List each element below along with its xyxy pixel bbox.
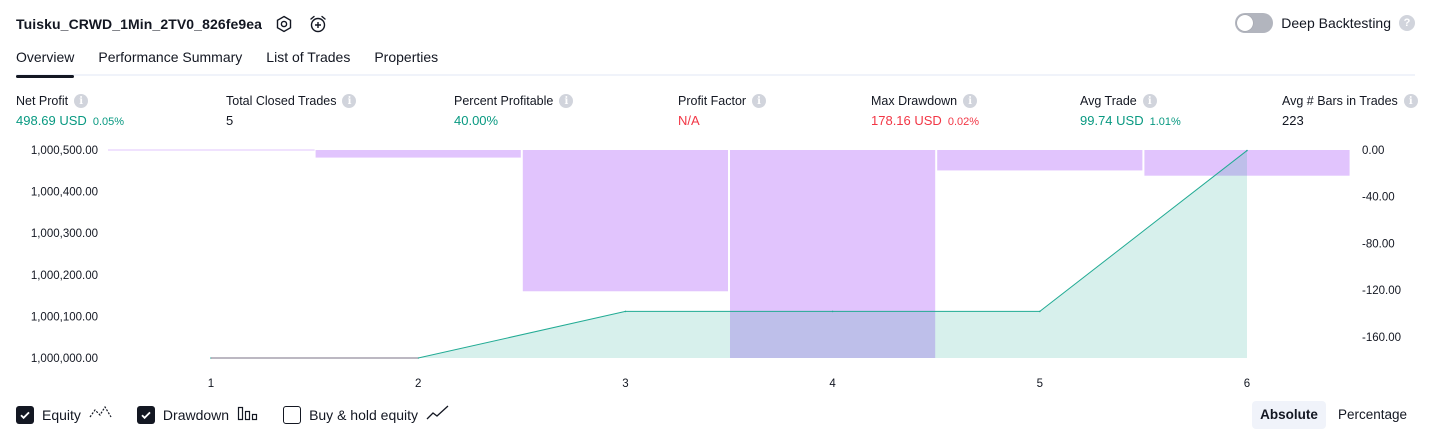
metric-profit-factor: Profit Factor i N/A [678,94,767,128]
left-axis-tick-label: 1,000,500.00 [31,145,98,157]
info-icon[interactable]: i [1403,94,1418,108]
legend-label: Buy & hold equity [309,406,419,423]
toggle-knob [1237,15,1254,31]
equity-point [1246,149,1248,152]
strategy-header: Tuisku_CRWD_1Min_2TV0_826fe9ea [16,12,330,36]
equity-series [210,149,1248,359]
strategy-name: Tuisku_CRWD_1Min_2TV0_826fe9ea [16,16,263,32]
info-icon[interactable]: i [74,94,89,108]
x-axis-tick-label: 3 [622,378,628,390]
equity-point [831,310,834,313]
checkbox-unchecked-icon[interactable] [283,405,302,424]
legend-label: Drawdown [162,406,230,423]
absolute-button[interactable]: Absolute [1252,401,1326,429]
deep-backtesting-label: Deep Backtesting [1281,15,1391,31]
metric-percent: 0.02% [947,116,980,128]
right-axis-tick-label: -40.00 [1362,192,1395,204]
right-axis: 0.00 -40.00 -80.00 -120.00 -160.00 [1362,145,1401,344]
metric-net-profit: Net Profit i 498.69 USD 0.05% [16,94,124,128]
metric-value: 40.00% [454,113,499,128]
metric-label: Percent Profitable [454,94,554,108]
legend-label: Equity [42,406,81,423]
legend-drawdown[interactable]: Drawdown [136,404,259,425]
chart-legend: Equity Drawdown Buy & hold equity [16,404,450,425]
drawdown-bar [937,150,1143,171]
x-axis-tick-label: 5 [1037,378,1043,390]
info-icon[interactable]: i [752,94,767,108]
left-axis-tick-label: 1,000,000.00 [31,353,98,365]
percentage-button[interactable]: Percentage [1337,407,1407,422]
info-icon[interactable]: i [963,94,978,108]
drawdown-bar [730,150,936,358]
metric-percent: 1.01% [1149,116,1181,128]
metric-value: 99.74 USD [1080,113,1144,128]
gear-icon[interactable] [272,12,296,36]
drawdown-bar [522,150,728,292]
equity-point [1039,310,1041,313]
x-axis-tick-label: 2 [415,378,421,390]
metric-percent-profitable: Percent Profitable i 40.00% [454,94,574,128]
metric-label: Profit Factor [678,94,747,108]
help-icon[interactable]: ? [1399,15,1415,31]
drawdown-bar [1144,150,1350,176]
left-axis-tick-label: 1,000,100.00 [31,311,98,323]
drawdown-series [108,149,1350,358]
equity-area [211,150,1247,358]
metric-percent: 0.05% [92,116,125,128]
left-axis: 1,000,500.00 1,000,400.00 1,000,300.00 1,00… [31,145,98,365]
metric-value: 498.69 USD [16,113,87,128]
right-axis-tick-label: -160.00 [1362,332,1401,344]
metric-value: N/A [678,113,700,128]
left-axis-tick-label: 1,000,400.00 [31,187,98,199]
left-axis-tick-label: 1,000,300.00 [31,228,98,240]
tab-bar: Overview Performance Summary List of Tra… [16,46,1415,78]
view-mode-toggle: Absolute Percentage [1252,401,1415,429]
tab-properties[interactable]: Properties [374,49,439,65]
metric-label: Max Drawdown [871,94,958,108]
deep-backtesting-toggle[interactable] [1235,13,1274,33]
right-axis-tick-label: -80.00 [1362,238,1395,250]
equity-line-icon [89,404,113,425]
right-axis-tick-label: 0.00 [1362,145,1384,157]
deep-backtesting: Deep Backtesting ? [1235,13,1415,33]
metric-label: Avg # Bars in Trades [1282,94,1398,108]
add-alert-clock-icon[interactable] [306,12,330,36]
metric-value: 5 [226,113,234,128]
legend-buy-hold-equity[interactable]: Buy & hold equity [283,404,450,425]
metric-label: Total Closed Trades [226,94,337,108]
metric-label: Net Profit [16,94,69,108]
equity-point [624,310,627,313]
x-axis-tick-label: 6 [1244,378,1250,390]
metric-max-drawdown: Max Drawdown i 178.16 USD 0.02% [871,94,979,128]
tab-list-of-trades[interactable]: List of Trades [266,49,351,65]
info-icon[interactable]: i [1142,94,1157,108]
drawdown-bars-icon [237,404,259,425]
metric-label: Avg Trade [1080,94,1137,108]
left-axis-tick-label: 1,000,200.00 [31,270,98,282]
metric-avg-trade: Avg Trade i 99.74 USD 1.01% [1080,94,1181,128]
tab-overview[interactable]: Overview [16,46,75,78]
metric-total-closed-trades: Total Closed Trades i 5 [226,94,357,128]
checkbox-checked-icon[interactable] [136,405,155,424]
tab-performance-summary[interactable]: Performance Summary [98,49,243,65]
buy-hold-line-icon [426,404,450,425]
x-axis: 1 2 3 4 5 6 [208,378,1250,390]
info-icon[interactable]: i [559,94,574,108]
drawdown-bar [315,150,521,158]
legend-equity[interactable]: Equity [16,404,113,425]
metric-value: 223 [1282,113,1304,128]
x-axis-tick-label: 1 [208,378,214,390]
checkbox-checked-icon[interactable] [16,405,34,424]
equity-drawdown-chart[interactable]: 1,000,500.00 1,000,400.00 1,000,300.00 1,00… [0,138,1431,392]
metric-avg-bars-in-trades: Avg # Bars in Trades i 223 [1282,94,1418,128]
metric-value: 178.16 USD [871,113,942,128]
x-axis-tick-label: 4 [829,378,836,390]
right-axis-tick-label: -120.00 [1362,285,1401,297]
info-icon[interactable]: i [342,94,357,108]
